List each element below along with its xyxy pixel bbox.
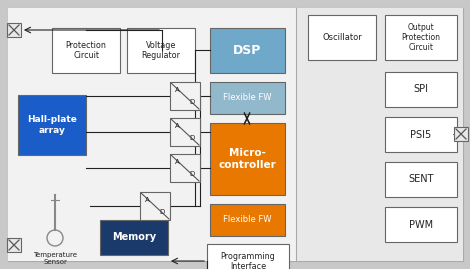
Bar: [140, 192, 170, 220]
Text: A: A: [175, 87, 180, 93]
Text: A: A: [175, 160, 180, 165]
Bar: [170, 154, 200, 182]
Text: D: D: [190, 135, 195, 141]
Text: Programming
Interface: Programming Interface: [220, 252, 275, 269]
Bar: [454, 127, 468, 141]
Bar: [296, 8, 463, 261]
Text: Flexible FW: Flexible FW: [223, 94, 272, 102]
Bar: [385, 162, 457, 197]
Text: A: A: [145, 197, 150, 203]
Text: Temperature
Sensor: Temperature Sensor: [33, 252, 77, 265]
Text: Oscillator: Oscillator: [322, 33, 362, 42]
Text: D: D: [190, 171, 195, 177]
Bar: [170, 118, 200, 146]
Text: PSI5: PSI5: [410, 129, 431, 140]
Bar: [127, 28, 195, 73]
Bar: [210, 28, 285, 73]
Bar: [385, 117, 457, 152]
Bar: [7, 23, 21, 37]
Text: PWM: PWM: [409, 220, 433, 229]
Bar: [210, 123, 285, 195]
Text: Micro-
controller: Micro- controller: [219, 148, 276, 170]
Bar: [207, 244, 289, 269]
Text: D: D: [190, 99, 195, 105]
Bar: [385, 72, 457, 107]
Text: Flexible FW: Flexible FW: [223, 215, 272, 225]
Bar: [308, 15, 376, 60]
Bar: [52, 28, 120, 73]
Text: D: D: [160, 209, 165, 215]
Text: Output
Protection
Circuit: Output Protection Circuit: [401, 23, 440, 52]
Bar: [210, 82, 285, 114]
Bar: [8, 8, 296, 261]
Bar: [385, 15, 457, 60]
Text: A: A: [175, 123, 180, 129]
Text: Voltage
Regulator: Voltage Regulator: [141, 41, 180, 60]
Bar: [7, 238, 21, 252]
Text: DSP: DSP: [233, 44, 262, 57]
Text: SPI: SPI: [414, 84, 429, 94]
Text: SENT: SENT: [408, 175, 434, 185]
Bar: [100, 220, 168, 255]
Text: Hall-plate
array: Hall-plate array: [27, 115, 77, 135]
Bar: [18, 95, 86, 155]
Bar: [170, 82, 200, 110]
Bar: [385, 207, 457, 242]
Bar: [210, 204, 285, 236]
Text: Protection
Circuit: Protection Circuit: [65, 41, 106, 60]
Text: Memory: Memory: [112, 232, 156, 242]
